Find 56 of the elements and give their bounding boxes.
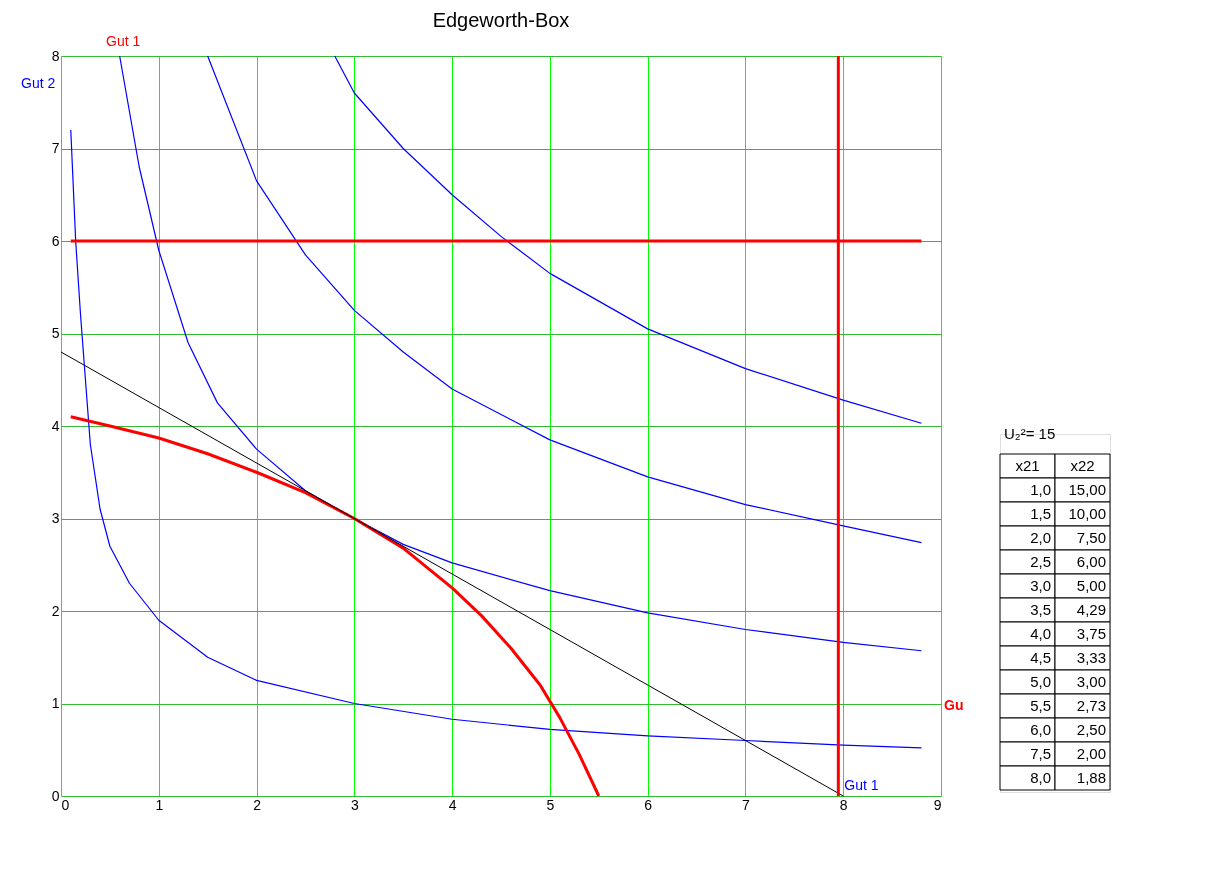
y-tick-label: 8 [51, 47, 60, 64]
x-tick-label: 6 [644, 796, 653, 813]
text: 2,00 [1076, 745, 1106, 762]
text: 3,33 [1076, 649, 1106, 666]
text: 4,0 [1030, 625, 1051, 642]
line-series [207, 55, 923, 544]
text: U₂²= 15 [1004, 425, 1056, 442]
text: 3,00 [1076, 673, 1106, 690]
text: Gu [944, 697, 964, 713]
text: 1,5 [1030, 505, 1051, 522]
text: 1,0 [1030, 481, 1051, 498]
y-tick-label: 3 [51, 510, 60, 526]
y-tick-label: 6 [51, 232, 60, 249]
text: 8,0 [1030, 769, 1051, 786]
text: 5,00 [1076, 577, 1106, 594]
text: 2,73 [1076, 697, 1106, 714]
line-series [334, 55, 923, 424]
x-tick-label: 8 [839, 796, 848, 813]
text: 10,00 [1068, 505, 1106, 522]
text: 2,5 [1030, 553, 1051, 570]
text: 6,00 [1076, 553, 1106, 570]
x-tick-label: 9 [933, 796, 942, 813]
x-tick-label: 1 [155, 796, 164, 813]
text: 3,75 [1076, 625, 1106, 642]
x-tick-label: 5 [546, 796, 555, 813]
line-series [119, 55, 923, 652]
line-series [69, 415, 601, 798]
y-tick-label: 4 [51, 417, 60, 434]
text: 6,0 [1030, 721, 1051, 738]
y-tick-label: 2 [51, 602, 60, 619]
text: 7,50 [1076, 529, 1106, 546]
chart-title: Edgeworth-Box [432, 9, 570, 31]
text: 2,50 [1076, 721, 1106, 738]
x-tick-label: 2 [253, 796, 262, 813]
text: 7,5 [1030, 745, 1051, 762]
text: 15,00 [1068, 481, 1106, 498]
text: 2,0 [1030, 529, 1051, 546]
annotation: Gut 1 [844, 777, 879, 793]
text: Gut 1 [106, 33, 141, 49]
y-tick-label: 7 [51, 140, 60, 156]
text: x21 [1015, 457, 1040, 474]
line-series [70, 129, 923, 749]
x-tick-label: 4 [448, 796, 457, 813]
text: 5,5 [1030, 697, 1051, 714]
text: 5,0 [1030, 673, 1051, 690]
text: 4,5 [1030, 649, 1051, 666]
x-tick-label: 7 [742, 796, 751, 813]
y-tick-label: 5 [51, 325, 60, 341]
text: Gut 2 [21, 75, 56, 91]
text: 1,88 [1076, 769, 1106, 786]
text: 3,5 [1030, 601, 1051, 618]
x-tick-label: 3 [350, 796, 359, 813]
y-tick-label: 1 [51, 695, 60, 711]
text: 4,29 [1076, 601, 1106, 618]
text: 3,0 [1030, 577, 1051, 594]
text: x22 [1070, 457, 1095, 474]
